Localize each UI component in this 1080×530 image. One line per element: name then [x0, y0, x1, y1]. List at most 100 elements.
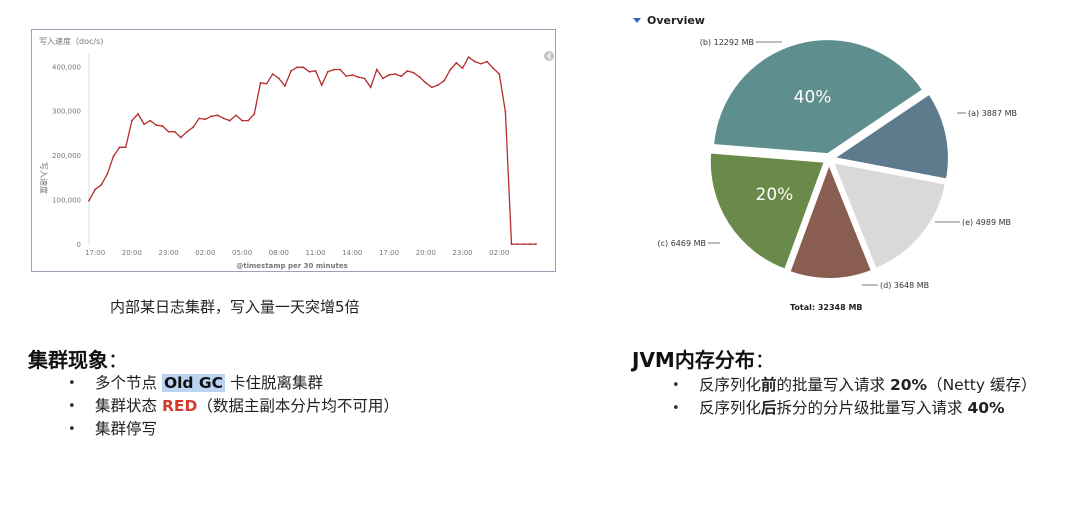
- data-point: [528, 243, 531, 246]
- data-point: [424, 81, 427, 84]
- data-point: [130, 119, 133, 122]
- data-point: [271, 73, 274, 75]
- x-tick-labels: 17:00 20:00 23:00 02:00 05:00 08:00 11:00 14:00…: [85, 249, 509, 257]
- item-text: 集群停写: [95, 420, 158, 438]
- data-point: [339, 68, 341, 71]
- x-tick-label: 20:00: [416, 249, 436, 257]
- item-text: 卡住脱离集群: [225, 374, 323, 392]
- pie-slice-label: (b) 12292 MB: [700, 38, 754, 47]
- data-point: [106, 173, 109, 175]
- data-point: [333, 68, 335, 71]
- percent-text: 20%: [889, 376, 928, 394]
- left-heading-colon: ：: [108, 348, 128, 372]
- series-polyline: [88, 56, 536, 245]
- x-tick-label: 05:00: [232, 249, 252, 257]
- data-point: [382, 77, 384, 80]
- x-tick-label: 23:00: [159, 249, 179, 257]
- data-point: [228, 119, 231, 122]
- pie-title: Overview: [647, 14, 705, 27]
- data-point: [161, 125, 164, 127]
- x-tick-label: 08:00: [269, 249, 289, 257]
- x-tick-label: 17:00: [379, 249, 399, 257]
- data-point: [498, 73, 501, 75]
- data-point: [400, 75, 403, 78]
- data-point: [345, 75, 348, 78]
- data-point: [535, 243, 537, 246]
- pie-total: Total: 32348 MB: [790, 303, 863, 312]
- data-point: [204, 118, 207, 121]
- data-point: [192, 126, 194, 129]
- x-tick-label: 17:00: [85, 249, 105, 257]
- pie-slice-label: (d) 3648 MB: [880, 281, 929, 290]
- data-point: [143, 123, 146, 126]
- right-heading: JVM内存分布：: [632, 344, 775, 373]
- data-point: [94, 188, 97, 191]
- x-axis-title: @timestamp per 30 minutes: [236, 262, 348, 270]
- data-point: [467, 56, 470, 59]
- data-point: [394, 73, 397, 75]
- data-point: [290, 69, 292, 72]
- data-point: [186, 130, 188, 133]
- data-point: [455, 61, 458, 64]
- right-bullet-list: 反序列化前的批量写入请求 20%（Netty 缓存） 反序列化后拆分的分片级批量…: [672, 374, 1036, 420]
- x-tick-label: 14:00: [342, 249, 362, 257]
- percent-text: 40%: [967, 399, 1005, 417]
- data-point: [431, 86, 433, 89]
- data-point: [253, 113, 256, 115]
- pie-slice: [788, 161, 874, 280]
- series-line: [88, 56, 537, 246]
- pie-slice: [708, 151, 827, 271]
- data-point: [241, 119, 243, 122]
- list-item: 反序列化后拆分的分片级批量写入请求 40%: [672, 397, 1036, 420]
- y-tick-label: 0: [77, 241, 81, 249]
- left-bullet-list: 多个节点 Old GC 卡住脱离集群 集群状态 RED（数据主副本分片均不可用）…: [68, 372, 399, 441]
- item-text: 反序列化: [699, 399, 762, 417]
- pie-percent-label: 40%: [794, 87, 832, 107]
- pie-slice: [831, 92, 950, 181]
- data-point: [363, 77, 366, 80]
- data-point: [461, 67, 464, 70]
- data-point: [296, 66, 299, 69]
- list-item: 多个节点 Old GC 卡住脱离集群: [68, 372, 399, 395]
- pie-slice: [712, 38, 925, 156]
- y-tick-label: 400,000: [52, 63, 81, 71]
- data-point: [216, 114, 219, 117]
- data-point: [155, 124, 158, 126]
- item-text: 反序列化: [699, 376, 762, 394]
- list-item: 反序列化前的批量写入请求 20%（Netty 缓存）: [672, 374, 1036, 397]
- data-point: [516, 243, 519, 246]
- data-point: [308, 70, 311, 73]
- data-point: [302, 66, 305, 69]
- y-tick-label: 100,000: [52, 197, 81, 205]
- bold-text: 后: [761, 399, 777, 417]
- data-point: [100, 184, 103, 186]
- x-tick-label: 02:00: [195, 249, 215, 257]
- chart-caption: 内部某日志集群，写入量一天突增5倍: [110, 298, 360, 316]
- right-heading-colon: ：: [754, 348, 775, 372]
- pie-slice-label: (e) 4989 MB: [962, 218, 1011, 227]
- left-heading-text: 集群现象: [28, 348, 108, 372]
- item-text: （Netty 缓存）: [927, 376, 1037, 394]
- data-point: [473, 60, 476, 63]
- status-red-text: RED: [161, 397, 198, 415]
- collapse-icon[interactable]: [544, 51, 554, 61]
- data-point: [173, 130, 176, 133]
- expand-triangle-icon[interactable]: [633, 18, 641, 23]
- y-axis-title-side: 写入速度: [39, 162, 49, 194]
- list-item: 集群状态 RED（数据主副本分片均不可用）: [68, 395, 399, 418]
- data-point: [412, 71, 415, 74]
- item-text: 拆分的分片级批量写入请求: [776, 399, 968, 417]
- list-item: 集群停写: [68, 418, 399, 441]
- data-point: [167, 130, 170, 133]
- data-point: [443, 79, 446, 82]
- data-point: [375, 68, 378, 71]
- pie-slice-label: (c) 6469 MB: [658, 239, 706, 248]
- data-point: [222, 117, 225, 120]
- pie-slice-label: (a) 3887 MB: [968, 109, 1017, 118]
- line-chart: 写入速度（doc/s) 写入速度 @timestamp per 30 minut…: [39, 36, 554, 270]
- item-text: 的批量写入请求: [776, 376, 890, 394]
- data-point: [88, 199, 90, 202]
- data-point: [277, 77, 280, 80]
- data-point: [510, 243, 513, 246]
- collapse-chevron-icon: [547, 53, 551, 59]
